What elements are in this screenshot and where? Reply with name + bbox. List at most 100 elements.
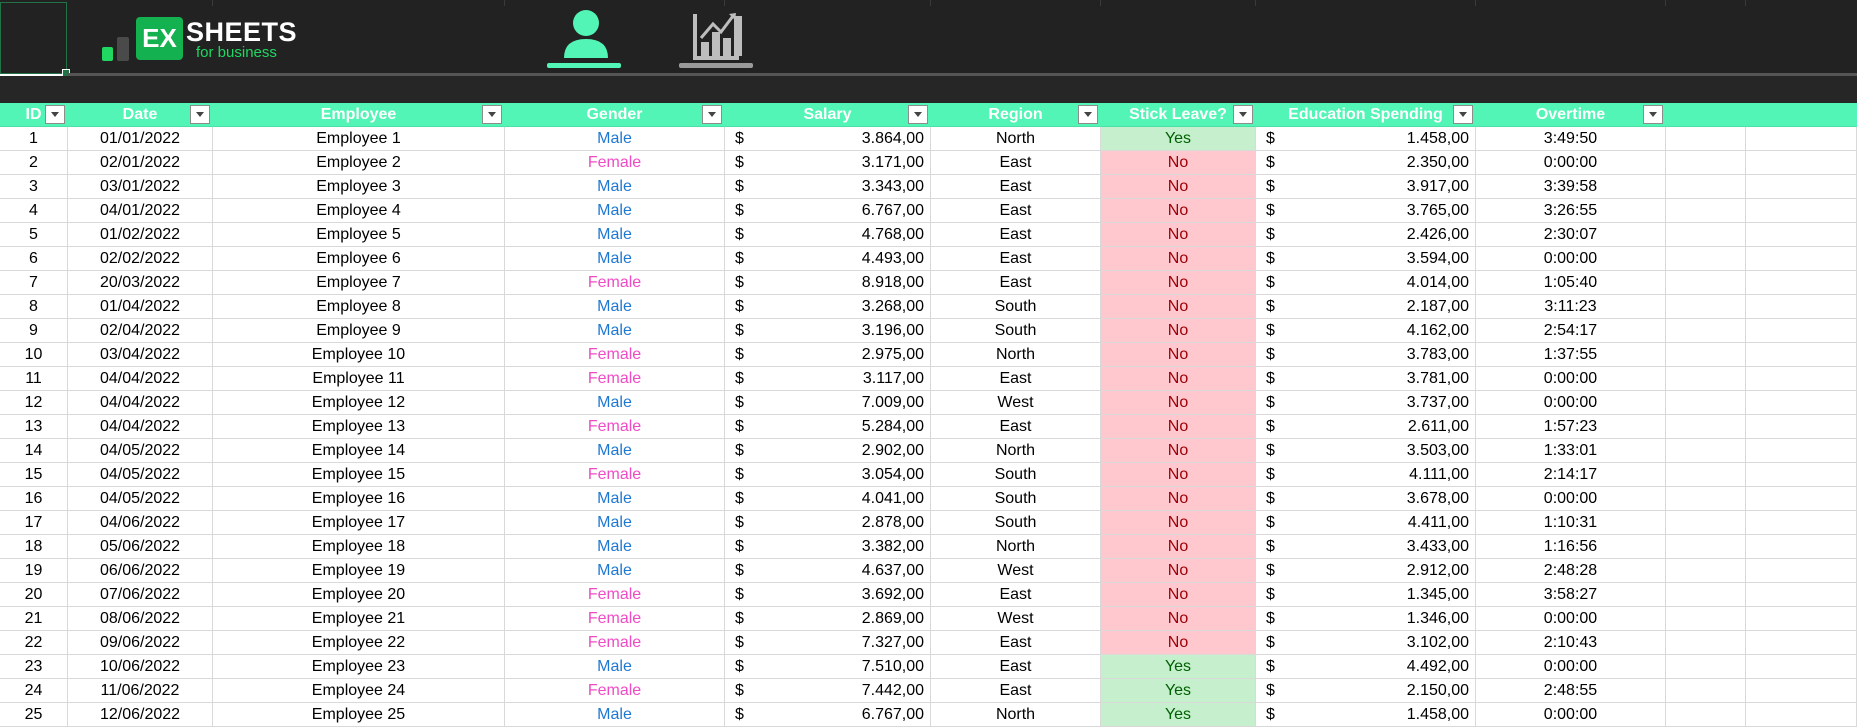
- cell-education[interactable]: $2.350,00: [1256, 151, 1476, 175]
- cell-id[interactable]: 11: [0, 367, 68, 391]
- empty-cell[interactable]: [1746, 583, 1857, 607]
- cell-salary[interactable]: $4.493,00: [725, 247, 931, 271]
- cell-gender[interactable]: Male: [505, 295, 725, 319]
- cell-overtime[interactable]: 0:00:00: [1476, 607, 1666, 631]
- empty-cell[interactable]: [1666, 271, 1746, 295]
- cell-id[interactable]: 21: [0, 607, 68, 631]
- cell-date[interactable]: 01/04/2022: [68, 295, 213, 319]
- cell-overtime[interactable]: 3:26:55: [1476, 199, 1666, 223]
- empty-cell[interactable]: [1666, 511, 1746, 535]
- cell-education[interactable]: $2.150,00: [1256, 679, 1476, 703]
- cell-overtime[interactable]: 2:48:28: [1476, 559, 1666, 583]
- cell-gender[interactable]: Male: [505, 559, 725, 583]
- cell-employee[interactable]: Employee 15: [213, 463, 505, 487]
- cell-gender[interactable]: Male: [505, 127, 725, 151]
- empty-cell[interactable]: [1666, 391, 1746, 415]
- cell-salary[interactable]: $4.041,00: [725, 487, 931, 511]
- cell-employee[interactable]: Employee 1: [213, 127, 505, 151]
- cell-gender[interactable]: Male: [505, 535, 725, 559]
- cell-employee[interactable]: Employee 22: [213, 631, 505, 655]
- cell-region[interactable]: East: [931, 199, 1101, 223]
- cell-date[interactable]: 04/05/2022: [68, 439, 213, 463]
- empty-cell[interactable]: [1666, 199, 1746, 223]
- empty-cell[interactable]: [1666, 703, 1746, 727]
- cell-leave[interactable]: No: [1101, 295, 1256, 319]
- cell-education[interactable]: $4.014,00: [1256, 271, 1476, 295]
- cell-region[interactable]: South: [931, 295, 1101, 319]
- cell-overtime[interactable]: 1:33:01: [1476, 439, 1666, 463]
- cell-overtime[interactable]: 0:00:00: [1476, 247, 1666, 271]
- cell-date[interactable]: 04/04/2022: [68, 391, 213, 415]
- cell-overtime[interactable]: 2:48:55: [1476, 679, 1666, 703]
- cell-employee[interactable]: Employee 9: [213, 319, 505, 343]
- cell-id[interactable]: 9: [0, 319, 68, 343]
- nav-dashboard-button[interactable]: [679, 8, 755, 68]
- cell-id[interactable]: 15: [0, 463, 68, 487]
- cell-gender[interactable]: Female: [505, 367, 725, 391]
- empty-cell[interactable]: [1666, 607, 1746, 631]
- cell-id[interactable]: 3: [0, 175, 68, 199]
- cell-overtime[interactable]: 0:00:00: [1476, 391, 1666, 415]
- empty-cell[interactable]: [1666, 583, 1746, 607]
- column-header-date[interactable]: Date: [68, 103, 213, 127]
- cell-employee[interactable]: Employee 7: [213, 271, 505, 295]
- cell-overtime[interactable]: 2:10:43: [1476, 631, 1666, 655]
- empty-cell[interactable]: [1746, 535, 1857, 559]
- cell-education[interactable]: $2.611,00: [1256, 415, 1476, 439]
- cell-gender[interactable]: Female: [505, 679, 725, 703]
- cell-date[interactable]: 03/04/2022: [68, 343, 213, 367]
- cell-employee[interactable]: Employee 19: [213, 559, 505, 583]
- selected-cell[interactable]: [0, 2, 70, 77]
- cell-region[interactable]: East: [931, 679, 1101, 703]
- cell-salary[interactable]: $6.767,00: [725, 199, 931, 223]
- empty-cell[interactable]: [1746, 679, 1857, 703]
- cell-gender[interactable]: Male: [505, 319, 725, 343]
- filter-dropdown-button[interactable]: [908, 105, 928, 124]
- column-header-salary[interactable]: Salary: [725, 103, 931, 127]
- cell-date[interactable]: 06/06/2022: [68, 559, 213, 583]
- cell-id[interactable]: 22: [0, 631, 68, 655]
- cell-leave[interactable]: No: [1101, 535, 1256, 559]
- cell-education[interactable]: $3.781,00: [1256, 367, 1476, 391]
- cell-education[interactable]: $4.492,00: [1256, 655, 1476, 679]
- empty-cell[interactable]: [1746, 319, 1857, 343]
- cell-id[interactable]: 2: [0, 151, 68, 175]
- empty-cell[interactable]: [1666, 631, 1746, 655]
- cell-salary[interactable]: $8.918,00: [725, 271, 931, 295]
- empty-cell[interactable]: [1746, 703, 1857, 727]
- column-header-overtime[interactable]: Overtime: [1476, 103, 1666, 127]
- cell-leave[interactable]: No: [1101, 367, 1256, 391]
- cell-employee[interactable]: Employee 12: [213, 391, 505, 415]
- cell-region[interactable]: North: [931, 127, 1101, 151]
- cell-leave[interactable]: Yes: [1101, 655, 1256, 679]
- cell-education[interactable]: $3.594,00: [1256, 247, 1476, 271]
- cell-region[interactable]: North: [931, 535, 1101, 559]
- cell-education[interactable]: $3.783,00: [1256, 343, 1476, 367]
- cell-id[interactable]: 1: [0, 127, 68, 151]
- cell-date[interactable]: 04/01/2022: [68, 199, 213, 223]
- column-header-id[interactable]: ID: [0, 103, 68, 127]
- cell-region[interactable]: South: [931, 463, 1101, 487]
- cell-region[interactable]: East: [931, 583, 1101, 607]
- cell-education[interactable]: $1.458,00: [1256, 127, 1476, 151]
- filter-dropdown-button[interactable]: [702, 105, 722, 124]
- filter-dropdown-button[interactable]: [1233, 105, 1253, 124]
- cell-id[interactable]: 14: [0, 439, 68, 463]
- empty-cell[interactable]: [1746, 415, 1857, 439]
- cell-education[interactable]: $3.102,00: [1256, 631, 1476, 655]
- cell-gender[interactable]: Female: [505, 271, 725, 295]
- cell-leave[interactable]: No: [1101, 415, 1256, 439]
- cell-date[interactable]: 07/06/2022: [68, 583, 213, 607]
- cell-date[interactable]: 04/06/2022: [68, 511, 213, 535]
- empty-cell[interactable]: [1666, 247, 1746, 271]
- empty-cell[interactable]: [1746, 151, 1857, 175]
- cell-education[interactable]: $3.433,00: [1256, 535, 1476, 559]
- cell-leave[interactable]: No: [1101, 175, 1256, 199]
- cell-region[interactable]: West: [931, 559, 1101, 583]
- cell-id[interactable]: 5: [0, 223, 68, 247]
- empty-cell[interactable]: [1666, 175, 1746, 199]
- cell-gender[interactable]: Female: [505, 343, 725, 367]
- cell-leave[interactable]: Yes: [1101, 127, 1256, 151]
- cell-overtime[interactable]: 3:39:58: [1476, 175, 1666, 199]
- filter-dropdown-button[interactable]: [1643, 105, 1663, 124]
